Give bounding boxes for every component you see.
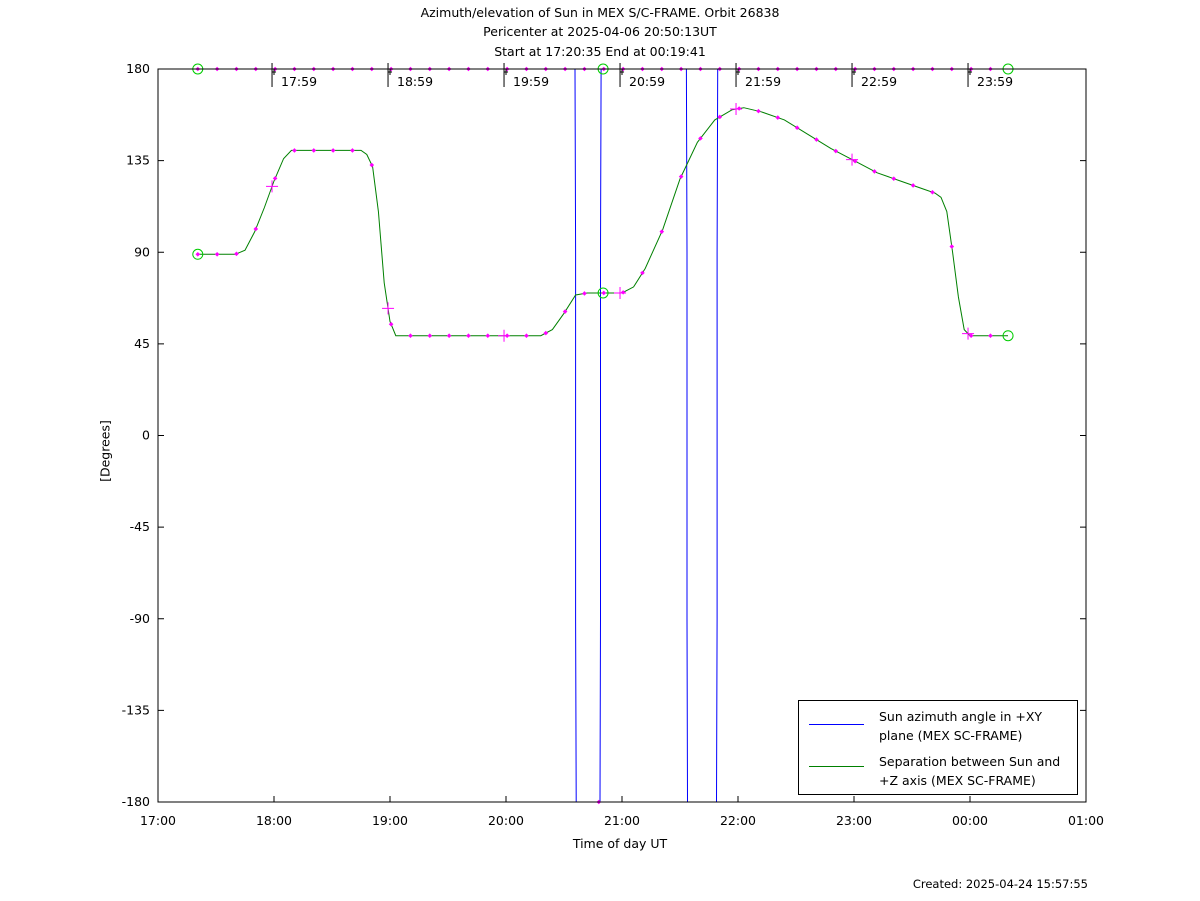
top-time-label: 17:59 bbox=[281, 74, 317, 89]
separation-marker bbox=[833, 148, 839, 154]
top-time-label: 21:59 bbox=[745, 74, 781, 89]
separation-marker bbox=[678, 174, 684, 179]
separation-marker bbox=[794, 125, 800, 131]
separation-marker bbox=[736, 106, 742, 111]
x-tick-label: 21:00 bbox=[604, 813, 640, 828]
separation-hour-cross bbox=[498, 329, 511, 342]
top-time-label: 18:59 bbox=[397, 74, 433, 89]
separation-marker bbox=[524, 333, 529, 339]
separation-marker bbox=[330, 148, 336, 153]
separation-marker bbox=[930, 189, 935, 195]
separation-marker bbox=[311, 148, 317, 153]
legend-label-azimuth: Sun azimuth angle in +XY plane (MEX SC-F… bbox=[879, 709, 1043, 743]
y-tick-label: 45 bbox=[134, 336, 150, 351]
separation-hour-cross bbox=[614, 286, 627, 299]
y-axis-label: [Degrees] bbox=[97, 420, 113, 482]
separation-hour-cross bbox=[730, 103, 743, 116]
x-axis-label: Time of day UT bbox=[572, 836, 668, 851]
separation-marker bbox=[466, 333, 471, 339]
x-tick-label: 00:00 bbox=[952, 813, 988, 828]
pericenter-event-circle bbox=[597, 287, 609, 299]
separation-marker bbox=[949, 244, 955, 249]
separation-marker bbox=[446, 333, 452, 339]
created-timestamp: Created: 2025-04-24 15:57:55 bbox=[912, 877, 1088, 891]
separation-hour-cross bbox=[962, 327, 975, 340]
chart-subtitle-pericenter: Pericenter at 2025-04-06 20:50:13UT bbox=[483, 24, 717, 39]
x-tick-label: 19:00 bbox=[372, 813, 408, 828]
separation-marker bbox=[872, 169, 877, 174]
y-tick-label: 135 bbox=[126, 153, 150, 168]
y-tick-label: 0 bbox=[142, 428, 150, 443]
y-tick-label: -180 bbox=[122, 794, 150, 809]
y-tick-label: -135 bbox=[122, 702, 150, 717]
separation-marker bbox=[253, 226, 259, 232]
x-tick-label: 01:00 bbox=[1068, 813, 1104, 828]
separation-marker bbox=[234, 251, 239, 257]
plot-area-frame bbox=[157, 68, 1087, 803]
legend-swatch-azimuth bbox=[809, 724, 864, 725]
end-event-circle bbox=[1002, 330, 1014, 342]
series-separation-line bbox=[197, 107, 1008, 337]
separation-marker bbox=[717, 114, 723, 120]
separation-marker bbox=[427, 333, 433, 339]
separation-marker bbox=[988, 333, 993, 339]
separation-marker bbox=[891, 176, 897, 181]
separation-marker bbox=[756, 108, 761, 114]
separation-marker bbox=[582, 291, 587, 296]
chart-title: Azimuth/elevation of Sun in MEX S/C-FRAM… bbox=[420, 5, 780, 20]
separation-marker bbox=[388, 321, 394, 327]
separation-marker bbox=[292, 148, 297, 153]
separation-marker bbox=[214, 251, 220, 257]
top-time-label: 20:59 bbox=[629, 74, 665, 89]
separation-hour-cross bbox=[846, 153, 859, 166]
separation-marker bbox=[350, 148, 355, 153]
separation-marker bbox=[369, 162, 375, 168]
separation-marker bbox=[968, 333, 974, 339]
x-tick-label: 23:00 bbox=[836, 813, 872, 828]
separation-marker bbox=[775, 115, 781, 120]
separation-marker bbox=[814, 137, 819, 142]
separation-marker bbox=[852, 158, 858, 164]
separation-marker bbox=[620, 290, 626, 295]
legend-label-separation: Separation between Sun and +Z axis (MEX … bbox=[879, 754, 1061, 788]
separation-marker bbox=[659, 229, 665, 234]
separation-marker bbox=[195, 251, 201, 257]
separation-marker bbox=[272, 176, 278, 181]
y-tick-label: -90 bbox=[130, 611, 150, 626]
x-tick-label: 22:00 bbox=[720, 813, 756, 828]
x-tick-label: 20:00 bbox=[488, 813, 524, 828]
y-tick-label: 90 bbox=[134, 244, 150, 259]
top-time-label: 23:59 bbox=[977, 74, 1013, 89]
x-tick-label: 17:00 bbox=[140, 813, 176, 828]
series-azimuth-line bbox=[197, 68, 1008, 803]
y-tick-label: 180 bbox=[126, 61, 150, 76]
y-tick-label: -45 bbox=[130, 519, 150, 534]
separation-marker bbox=[485, 333, 491, 339]
separation-marker bbox=[698, 136, 703, 141]
legend-swatch-separation bbox=[809, 766, 864, 767]
start-event-circle bbox=[192, 248, 204, 260]
separation-marker bbox=[408, 333, 413, 339]
separation-marker bbox=[562, 309, 568, 314]
chart-legend: Sun azimuth angle in +XY plane (MEX SC-F… bbox=[798, 700, 1078, 795]
separation-marker bbox=[601, 290, 607, 296]
chart-subtitle-start-end: Start at 17:20:35 End at 00:19:41 bbox=[494, 44, 706, 59]
x-tick-label: 18:00 bbox=[256, 813, 292, 828]
separation-hour-cross bbox=[266, 180, 279, 193]
separation-hour-cross bbox=[382, 302, 395, 315]
separation-marker bbox=[640, 270, 645, 276]
top-time-label: 22:59 bbox=[861, 74, 897, 89]
separation-marker bbox=[910, 183, 916, 188]
separation-marker bbox=[543, 330, 549, 336]
top-time-label: 19:59 bbox=[513, 74, 549, 89]
